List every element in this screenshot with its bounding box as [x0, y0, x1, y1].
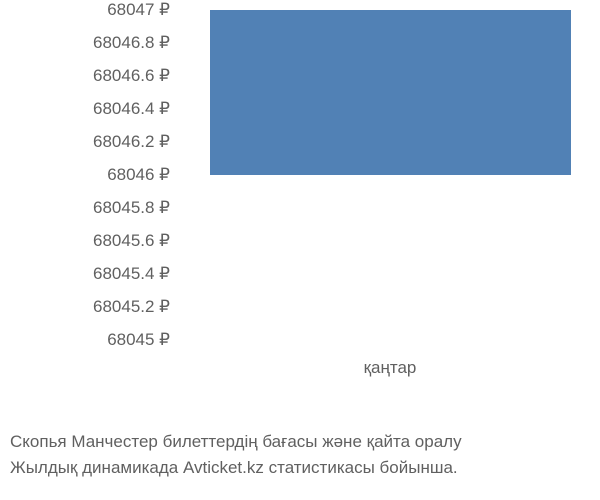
y-tick-label: 68045.4 ₽: [93, 264, 170, 284]
caption-line-2: Жылдық динамикада Avticket.kz статистика…: [10, 455, 590, 481]
price-chart: 68047 ₽68046.8 ₽68046.6 ₽68046.4 ₽68046.…: [20, 10, 580, 380]
y-axis: 68047 ₽68046.8 ₽68046.6 ₽68046.4 ₽68046.…: [20, 10, 180, 360]
chart-caption: Скопья Манчестер билеттердің бағасы және…: [10, 429, 590, 480]
y-tick-label: 68045.8 ₽: [93, 198, 170, 218]
price-bar: [210, 10, 571, 175]
y-tick-label: 68046 ₽: [107, 165, 170, 185]
y-tick-label: 68046.2 ₽: [93, 132, 170, 152]
y-tick-label: 68047 ₽: [107, 0, 170, 20]
y-tick-label: 68046.8 ₽: [93, 33, 170, 53]
x-axis-label: қаңтар: [364, 358, 417, 378]
y-tick-label: 68046.4 ₽: [93, 99, 170, 119]
y-tick-label: 68045.2 ₽: [93, 297, 170, 317]
caption-line-1: Скопья Манчестер билеттердің бағасы және…: [10, 429, 590, 455]
y-tick-label: 68045 ₽: [107, 330, 170, 350]
y-tick-label: 68046.6 ₽: [93, 66, 170, 86]
y-tick-label: 68045.6 ₽: [93, 231, 170, 251]
plot-area: қаңтар: [200, 10, 580, 340]
